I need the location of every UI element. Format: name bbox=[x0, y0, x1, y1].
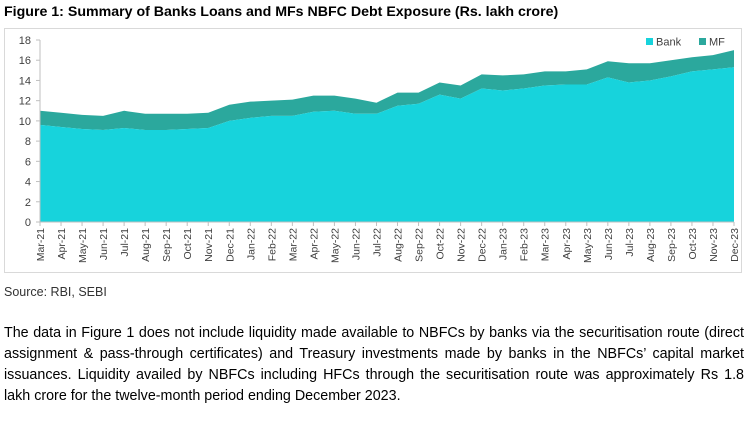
x-tick-label: Nov-22 bbox=[456, 228, 468, 262]
x-tick-label: Sep-21 bbox=[161, 228, 173, 262]
x-tick-label: Jul-21 bbox=[119, 228, 131, 257]
x-tick-label: Sep-23 bbox=[666, 228, 678, 262]
y-tick-label: 0 bbox=[25, 217, 31, 229]
source-note: Source: RBI, SEBI bbox=[4, 285, 107, 299]
x-tick-label: Dec-22 bbox=[477, 228, 489, 262]
y-tick-label: 16 bbox=[19, 55, 31, 67]
x-tick-label: Jan-23 bbox=[498, 228, 510, 260]
x-tick-label: Aug-23 bbox=[645, 228, 657, 262]
x-tick-label: Sep-22 bbox=[414, 228, 426, 262]
x-tick-label: Jun-22 bbox=[350, 228, 362, 260]
x-tick-label: Feb-23 bbox=[519, 228, 531, 261]
x-tick-label: Apr-23 bbox=[561, 228, 573, 260]
x-tick-label: Aug-21 bbox=[140, 228, 152, 262]
x-tick-label: Dec-23 bbox=[729, 228, 741, 262]
x-tick-label: Mar-23 bbox=[540, 228, 552, 261]
x-tick-label: May-22 bbox=[329, 228, 341, 263]
x-tick-label: Nov-23 bbox=[708, 228, 720, 262]
body-paragraph: The data in Figure 1 does not include li… bbox=[4, 325, 744, 404]
stacked-area-chart: 0 2 4 6 8 10 12 14 16 18 Mar-21 Apr-21 May-21 Jun-21 J… bbox=[19, 35, 741, 263]
legend-swatch-mf bbox=[699, 38, 706, 45]
x-tick-label: Jun-23 bbox=[603, 228, 615, 260]
figure-title: Figure 1: Summary of Banks Loans and MFs… bbox=[4, 4, 559, 20]
x-tick-label: Nov-21 bbox=[203, 228, 215, 262]
x-tick-label: Mar-22 bbox=[287, 228, 299, 261]
x-tick-label: Oct-21 bbox=[182, 228, 194, 260]
x-tick-label: May-23 bbox=[582, 228, 594, 263]
y-tick-label: 2 bbox=[25, 197, 31, 209]
x-tick-label: Jun-21 bbox=[98, 228, 110, 260]
x-tick-label: Apr-22 bbox=[308, 228, 320, 260]
x-tick-label: Oct-23 bbox=[687, 228, 699, 260]
legend-label-mf: MF bbox=[709, 37, 725, 49]
y-tick-label: 18 bbox=[19, 35, 31, 47]
chart-area: 0 2 4 6 8 10 12 14 16 18 Mar-21 Apr-21 May-21 Jun-21 J… bbox=[4, 28, 742, 273]
legend-label-bank: Bank bbox=[656, 37, 682, 49]
x-tick-label: Dec-21 bbox=[224, 228, 236, 262]
x-tick-label: Aug-22 bbox=[393, 228, 405, 262]
series-area-bank bbox=[40, 67, 734, 222]
x-tick-label: Jan-22 bbox=[245, 228, 257, 260]
y-tick-label: 14 bbox=[19, 75, 31, 87]
x-tick-label: Jul-23 bbox=[624, 228, 636, 257]
x-tick-label: May-21 bbox=[77, 228, 89, 263]
y-tick-label: 6 bbox=[25, 156, 31, 168]
x-tick-label: Jul-22 bbox=[371, 228, 383, 257]
x-tick-label: Oct-22 bbox=[435, 228, 447, 260]
y-tick-label: 10 bbox=[19, 116, 31, 128]
y-tick-label: 4 bbox=[25, 177, 31, 189]
legend-swatch-bank bbox=[646, 38, 653, 45]
y-tick-label: 8 bbox=[25, 136, 31, 148]
x-tick-label: Mar-21 bbox=[35, 228, 47, 261]
y-tick-label: 12 bbox=[19, 96, 31, 108]
series-area-mf bbox=[40, 50, 734, 130]
x-tick-label: Apr-21 bbox=[56, 228, 68, 260]
x-tick-label: Feb-22 bbox=[266, 228, 278, 261]
